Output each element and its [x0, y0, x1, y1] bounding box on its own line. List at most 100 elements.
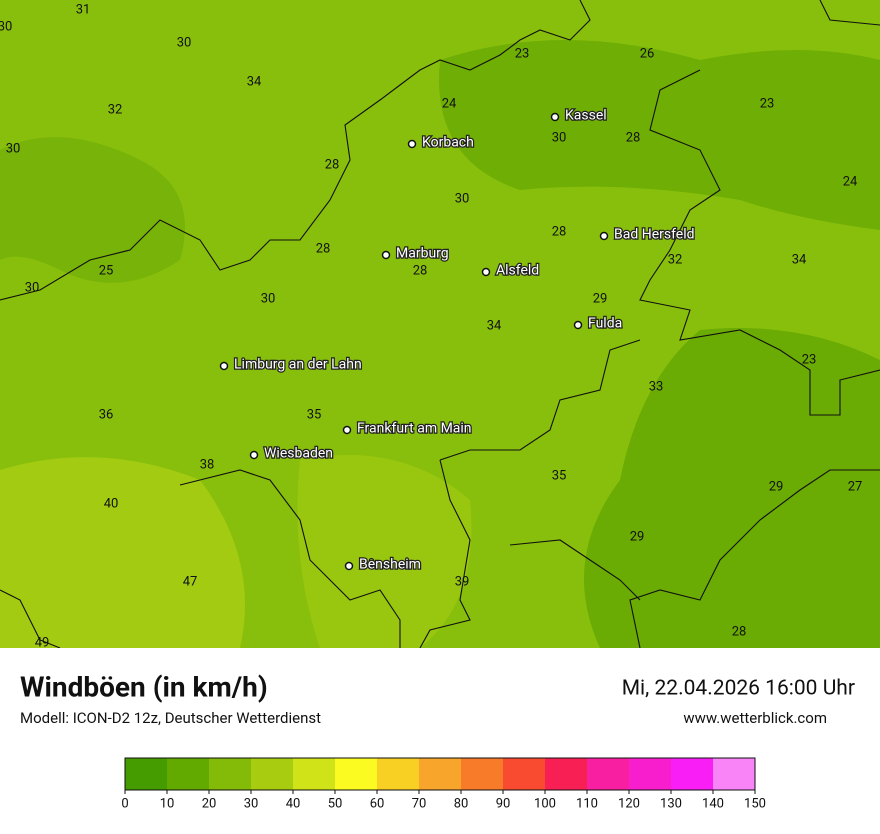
legend-cell — [167, 758, 209, 790]
legend-tick-label: 120 — [618, 796, 640, 811]
city-name: Marburg — [396, 246, 449, 262]
wind-area — [439, 40, 880, 230]
legend-cell — [587, 758, 629, 790]
legend-cell — [125, 758, 167, 790]
city-dot — [573, 320, 583, 330]
value-label: 35 — [307, 407, 322, 422]
value-label: 29 — [593, 291, 608, 306]
state-border — [179, 469, 401, 648]
legend-frame — [124, 757, 756, 791]
city-dot — [344, 561, 354, 571]
state-border — [639, 69, 880, 416]
wind-area — [584, 328, 880, 648]
legend-cell — [545, 758, 587, 790]
value-label: 38 — [200, 457, 215, 472]
city-dot — [342, 425, 352, 435]
legend-tick-label: 90 — [496, 796, 511, 811]
state-border — [0, 589, 61, 649]
value-label: 24 — [442, 96, 457, 111]
city-dot — [407, 139, 417, 149]
value-label: 30 — [25, 280, 40, 295]
value-label: 26 — [640, 46, 655, 61]
value-label: 30 — [261, 291, 276, 306]
city-name: Kassel — [565, 108, 607, 124]
legend-tick-label: 140 — [702, 796, 724, 811]
website: www.wetterblick.com — [683, 709, 827, 727]
value-label: 28 — [732, 624, 747, 639]
legend-cell — [377, 758, 419, 790]
city-dot — [381, 250, 391, 260]
value-label: 29 — [630, 529, 645, 544]
city-name: Limburg an der Lahn — [234, 357, 362, 373]
value-label: 34 — [487, 318, 502, 333]
state-border — [509, 539, 641, 601]
legend-cell — [335, 758, 377, 790]
value-label: 23 — [515, 46, 530, 61]
value-label: 47 — [183, 574, 198, 589]
legend-tick-label: 40 — [286, 796, 301, 811]
legend-tick-label: 0 — [121, 796, 128, 811]
state-border — [0, 0, 591, 301]
legend-cell — [503, 758, 545, 790]
city-dot — [599, 231, 609, 241]
legend-cell — [629, 758, 671, 790]
legend-tick-label: 20 — [202, 796, 217, 811]
value-label: 34 — [247, 74, 262, 89]
city-name: Bad Hersfeld — [614, 227, 695, 243]
wind-area — [0, 137, 185, 283]
city-name: Korbach — [422, 135, 474, 151]
value-label: 32 — [668, 252, 683, 267]
state-border — [439, 339, 641, 461]
color-legend: 0 10 20 30 40 50 60 70 80 90 100 110 120 130 140 150 — [121, 757, 766, 811]
value-label: 28 — [413, 263, 428, 278]
legend-tick-label: 80 — [454, 796, 469, 811]
legend-cell — [461, 758, 503, 790]
city-name: Bensheim — [359, 557, 421, 573]
value-label: 28 — [626, 130, 641, 145]
value-label: 27 — [848, 479, 863, 494]
legend-tick-label: 30 — [244, 796, 259, 811]
map — [0, 0, 880, 649]
value-label: 40 — [104, 496, 119, 511]
city-dot — [481, 267, 491, 277]
value-label: 29 — [769, 479, 784, 494]
wind-area — [0, 457, 245, 648]
value-label: 30 — [6, 141, 21, 156]
value-label: 30 — [552, 130, 567, 145]
legend-tick-label: 60 — [370, 796, 385, 811]
state-border — [819, 0, 880, 26]
legend-tick-label: 50 — [328, 796, 343, 811]
legend-tick-label: 100 — [534, 796, 556, 811]
value-label: 33 — [649, 379, 664, 394]
value-label: 28 — [316, 241, 331, 256]
legend-tick-label: 70 — [412, 796, 427, 811]
date: Mi, 22.04.2026 16:00 Uhr — [622, 677, 855, 701]
city-name: Alsfeld — [496, 263, 539, 279]
legend-tick-label: 130 — [660, 796, 682, 811]
city-dot — [249, 450, 259, 460]
footer-background — [0, 648, 880, 830]
value-label: 34 — [792, 252, 807, 267]
wind-area — [297, 455, 472, 648]
legend-cell — [419, 758, 461, 790]
legend-tick-label: 110 — [576, 796, 598, 811]
value-label: 23 — [802, 352, 817, 367]
value-label: 35 — [552, 468, 567, 483]
model-info: Modell: ICON-D2 12z, Deutscher Wetterdie… — [20, 709, 321, 727]
value-label: 39 — [455, 574, 470, 589]
legend-tick-label: 10 — [160, 796, 175, 811]
value-label: 25 — [99, 263, 114, 278]
value-labels: 31 30 30 34 32 30 24 23 26 23 30 28 24 28 30 28 28 28 32 34… — [0, 2, 862, 650]
legend-cell — [293, 758, 335, 790]
value-label: 32 — [108, 102, 123, 117]
value-label: 28 — [552, 224, 567, 239]
legend-tick-label: 150 — [744, 796, 766, 811]
value-label: 36 — [99, 407, 114, 422]
state-border — [629, 469, 880, 649]
title: Windböen (in km/h) — [20, 670, 268, 703]
value-label: 30 — [455, 191, 470, 206]
legend-cell — [209, 758, 251, 790]
value-label: 49 — [35, 635, 50, 650]
value-label: 31 — [76, 2, 91, 17]
